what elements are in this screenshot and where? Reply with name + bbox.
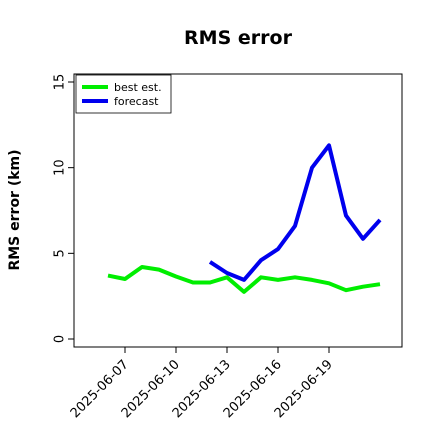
series-line-best-est [107, 265, 381, 294]
legend-label-forecast: forecast [114, 95, 159, 108]
legend-label-best-est: best est. [114, 81, 162, 94]
x-axis: 2025-06-072025-06-102025-06-132025-06-16… [68, 347, 336, 421]
y-axis-label: RMS error (km) [7, 149, 23, 270]
series-line-forecast [208, 143, 382, 282]
y-tick-label: 15 [53, 74, 68, 91]
y-tick-label: 0 [53, 335, 68, 343]
series-layer [107, 143, 382, 294]
y-axis: 0 5 10 15 [53, 74, 74, 343]
plot-frame [73, 73, 403, 348]
chart-title: RMS error [184, 27, 293, 49]
legend: best est. forecast [75, 74, 172, 114]
legend-box [75, 74, 172, 114]
y-tick-label: 5 [53, 249, 68, 257]
y-tick-label: 10 [53, 159, 68, 176]
